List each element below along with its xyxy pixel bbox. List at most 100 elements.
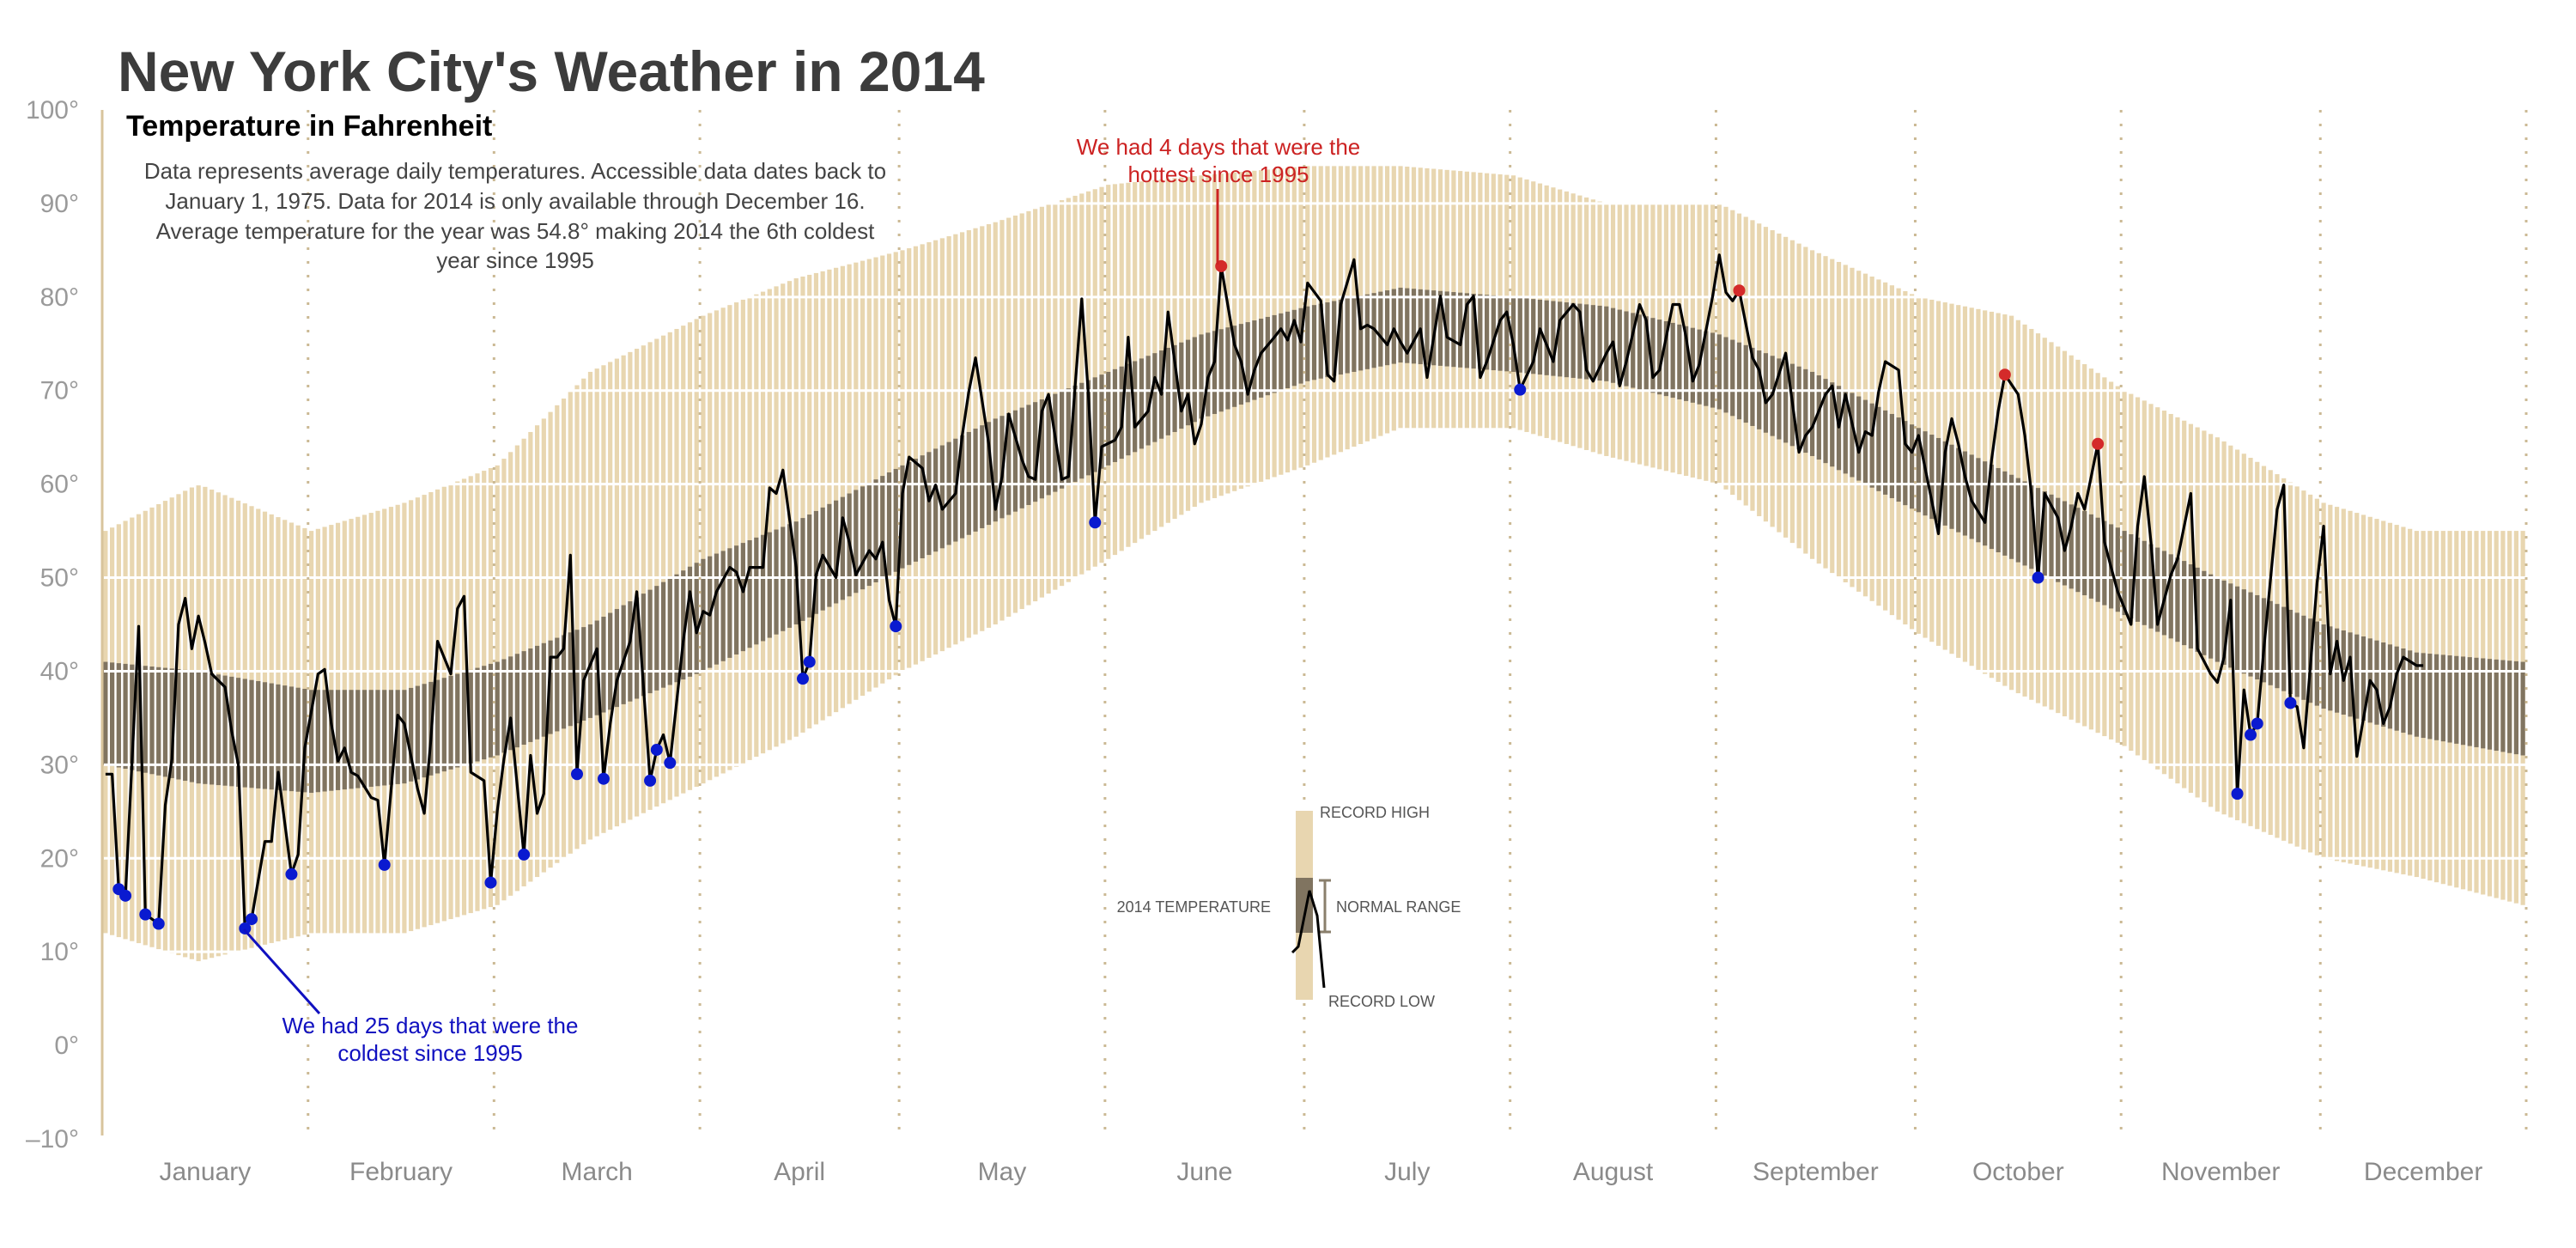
record-range-bar	[601, 365, 606, 833]
normal-range-bar	[1252, 320, 1257, 400]
normal-range-bar	[402, 690, 407, 784]
normal-range-bar	[1272, 314, 1277, 393]
normal-range-bar	[1584, 304, 1589, 380]
normal-range-bar	[1597, 305, 1602, 381]
record-range-bar	[827, 269, 832, 716]
normal-range-bar	[368, 690, 374, 788]
record-range-bar	[641, 345, 646, 813]
normal-range-bar	[939, 445, 945, 549]
normal-range-bar	[1862, 399, 1868, 484]
record-range-bar	[727, 305, 732, 770]
normal-range-bar	[2255, 594, 2260, 679]
normal-range-bar	[840, 496, 845, 600]
normal-range-bar	[1723, 337, 1728, 413]
normal-range-bar	[1869, 403, 1874, 488]
normal-range-bar	[521, 651, 526, 746]
normal-range-bar	[375, 690, 380, 787]
normal-range-bar	[1983, 461, 1988, 546]
normal-range-bar	[694, 563, 699, 674]
normal-range-bar	[781, 527, 786, 631]
legend: RECORD HIGH NORMAL RANGE RECORD LOW 2014…	[1117, 804, 1461, 1010]
y-tick-label: 30°	[40, 751, 79, 779]
normal-range-bar	[1092, 377, 1097, 472]
record-low-dot	[570, 768, 583, 781]
normal-range-bar	[2215, 577, 2220, 662]
normal-range-bar	[2301, 615, 2306, 700]
normal-range-bar	[628, 601, 633, 702]
normal-range-bar	[2241, 589, 2246, 674]
normal-range-bar	[1026, 405, 1031, 505]
record-range-bar	[840, 265, 845, 709]
normal-range-bar	[262, 682, 268, 789]
normal-range-bar	[1218, 329, 1224, 412]
normal-range-bar	[2507, 661, 2512, 753]
normal-range-bar	[1504, 296, 1510, 372]
normal-range-bar	[1471, 293, 1476, 369]
normal-range-bar	[1883, 410, 1888, 495]
record-range-bar	[866, 259, 872, 692]
normal-range-bar	[2069, 504, 2074, 589]
normal-range-bar	[2321, 624, 2326, 709]
normal-range-bar	[548, 640, 553, 734]
normal-range-bar	[2049, 494, 2054, 579]
normal-range-bar	[1139, 358, 1145, 449]
normal-range-bar	[2294, 612, 2300, 697]
record-range-bar	[800, 276, 805, 733]
y-tick-label: 90°	[40, 190, 79, 218]
month-label: January	[160, 1158, 252, 1186]
normal-range-bar	[1510, 296, 1516, 372]
normal-range-bar	[959, 435, 965, 539]
normal-range-bar	[2035, 488, 2041, 573]
normal-range-bar	[920, 455, 925, 558]
legend-2014-line	[1291, 890, 1326, 989]
normal-range-bar	[1564, 302, 1570, 378]
normal-range-bar	[1498, 295, 1503, 371]
normal-range-bar	[169, 668, 174, 778]
normal-range-bar	[1133, 361, 1138, 453]
normal-range-bar	[1524, 298, 1529, 374]
normal-range-bar	[800, 518, 805, 621]
normal-range-bar	[886, 472, 892, 575]
normal-range-bar	[1558, 301, 1563, 377]
normal-range-bar	[866, 483, 872, 587]
normal-range-bar	[1750, 347, 1755, 426]
normal-range-bar	[461, 672, 467, 766]
record-range-bar	[927, 242, 932, 658]
normal-range-bar	[242, 679, 247, 788]
normal-range-bar	[1677, 324, 1682, 399]
normal-range-bar	[1816, 375, 1821, 460]
y-tick-labels: 100° 90° 80° 70° 60° 50° 40° 30° 20° 10° 0° –10°	[26, 96, 79, 1154]
normal-range-bar	[1989, 465, 1994, 550]
normal-range-bar	[1517, 297, 1522, 373]
normal-range-bar	[1830, 382, 1835, 467]
record-low-dot	[644, 774, 657, 787]
record-range-bar	[734, 302, 739, 767]
normal-range-bar	[2082, 511, 2087, 596]
normal-range-bar	[1464, 293, 1469, 368]
description-line: Average temperature for the year was 54.…	[156, 218, 875, 244]
normal-range-bar	[1345, 298, 1350, 374]
normal-range-bar	[1425, 289, 1430, 365]
record-range-bar	[614, 358, 620, 827]
normal-range-bar	[2102, 521, 2107, 606]
normal-range-bar	[1976, 458, 1981, 543]
normal-range-bar	[1896, 417, 1901, 502]
normal-range-bar	[2248, 592, 2253, 677]
normal-range-bar	[235, 678, 241, 787]
normal-range-bar	[1803, 368, 1808, 454]
normal-range-bar	[2520, 661, 2525, 756]
normal-range-bar	[2122, 531, 2127, 616]
normal-range-bar	[2354, 634, 2360, 719]
normal-range-bar	[1710, 332, 1716, 408]
record-range-bar	[587, 371, 593, 840]
record-low-dot	[119, 889, 132, 902]
normal-range-bar	[2056, 497, 2061, 582]
normal-range-bar	[2042, 490, 2047, 575]
record-range-bar	[913, 246, 919, 665]
normal-range-bar	[388, 690, 394, 785]
normal-range-bar	[1631, 313, 1636, 388]
normal-range-bar	[1531, 299, 1536, 374]
normal-range-bar	[614, 609, 620, 708]
normal-range-bar	[2281, 606, 2287, 691]
record-range-bar	[886, 253, 892, 679]
